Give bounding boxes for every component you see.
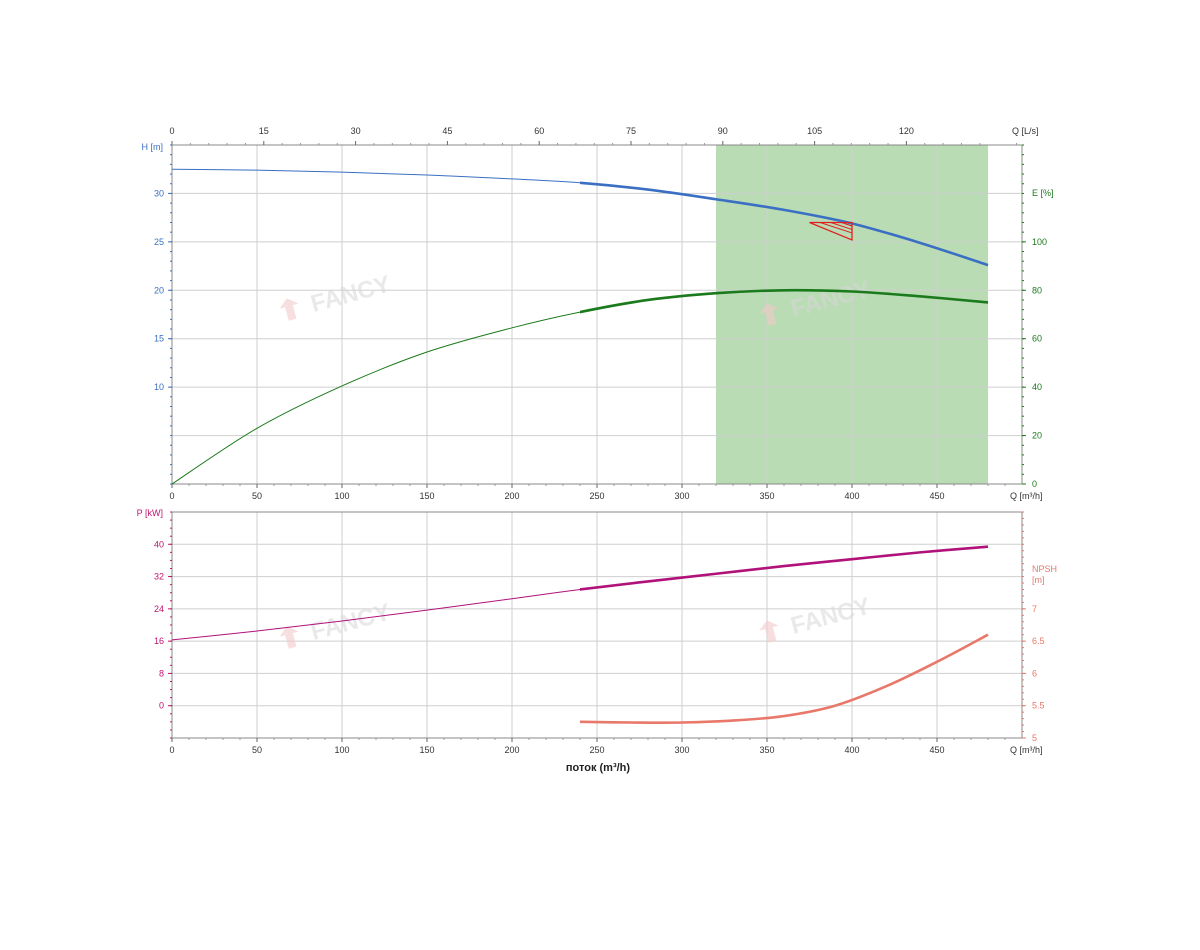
bottom-panel-x-tick-label: 100	[334, 745, 349, 755]
bottom-panel-x-tick-label: 350	[759, 745, 774, 755]
top-panel-x-bottom-title: Q [m³/h]	[1010, 491, 1043, 501]
watermark-flame-icon	[279, 626, 299, 649]
bottom-panel-x-tick-label: 400	[844, 745, 859, 755]
top-panel-x-tick-label: 250	[589, 491, 604, 501]
top-panel-y-right-tick-label: 80	[1032, 285, 1042, 295]
bottom-panel-y-left-tick-label: 8	[159, 668, 164, 678]
top-panel-y-left-tick-label: 15	[154, 334, 164, 344]
x-axis-title: поток (m³/h)	[566, 762, 630, 774]
bottom-panel-y-left-tick-label: 32	[154, 572, 164, 582]
watermark-text: FANCY	[788, 593, 874, 640]
bottom-panel-y-left-tick-label: 0	[159, 701, 164, 711]
top-panel-x-tick-label: 450	[929, 491, 944, 501]
bottom-panel-x-tick-label: 50	[252, 745, 262, 755]
bottom-panel-series-1-line	[580, 633, 989, 724]
series-layer	[171, 168, 989, 724]
bottom-panel-y-right-title-line2: [m]	[1032, 575, 1045, 585]
top-panel-series-1-line	[580, 288, 989, 314]
bottom-panel-y-left-title: P [kW]	[137, 508, 163, 518]
top-panel-x-tick-label: 0	[169, 491, 174, 501]
top-panel-series-0-line	[580, 181, 989, 267]
bottom-panel-y-left-tick-label: 24	[154, 604, 164, 614]
grid-layer	[172, 145, 1022, 738]
bottom-panel-series-0-line-thin	[171, 588, 580, 641]
bottom-panel-x-tick-label: 0	[169, 745, 174, 755]
watermark-flame-icon	[759, 303, 779, 326]
top-panel-series-1-line-thin	[171, 311, 580, 485]
operating-point-hatch	[819, 222, 853, 234]
top-panel-x-tick-label: 300	[674, 491, 689, 501]
top-panel-x-top-tick-label: 105	[807, 126, 822, 136]
top-panel-x-top-tick-label: 60	[534, 126, 544, 136]
top-panel-y-right-tick-label: 20	[1032, 431, 1042, 441]
top-panel-x-tick-label: 100	[334, 491, 349, 501]
top-panel-y-right-tick-label: 100	[1032, 237, 1047, 247]
top-panel-x-top-tick-label: 15	[259, 126, 269, 136]
bottom-panel-x-tick-label: 250	[589, 745, 604, 755]
top-panel-x-tick-label: 150	[419, 491, 434, 501]
top-panel-x-top-tick-label: 45	[442, 126, 452, 136]
bottom-panel-y-right-tick-label: 5.5	[1032, 701, 1045, 711]
bottom-panel-y-right-tick-label: 5	[1032, 733, 1037, 743]
bottom-panel-x-tick-label: 200	[504, 745, 519, 755]
operating-point-hatch	[830, 222, 853, 230]
top-panel-y-right-title: E [%]	[1032, 188, 1054, 198]
labels-layer: H [m] E [%] Q [L/s] Q [m³/h] P [kW] NPSH…	[137, 126, 1057, 774]
top-panel-x-top-tick-label: 0	[169, 126, 174, 136]
watermark-flame-icon	[279, 298, 299, 321]
top-panel-x-top-title: Q [L/s]	[1012, 126, 1039, 136]
bottom-panel-series-0-line	[580, 545, 989, 591]
top-panel-x-tick-label: 200	[504, 491, 519, 501]
top-panel-series-0-line-thin	[171, 168, 580, 184]
bottom-panel-y-right-title-line1: NPSH	[1032, 564, 1057, 574]
watermark-text: FANCY	[308, 599, 394, 646]
watermark-logo: FANCY	[759, 593, 874, 643]
bottom-panel-series-1-line-thin	[579, 721, 580, 723]
top-panel-y-left-title: H [m]	[142, 142, 164, 152]
top-panel-x-tick-label: 400	[844, 491, 859, 501]
bottom-panel-y-left-tick-label: 16	[154, 636, 164, 646]
top-panel-y-left-tick-label: 25	[154, 237, 164, 247]
top-panel-y-left-tick-label: 20	[154, 285, 164, 295]
top-panel-x-top-tick-label: 90	[718, 126, 728, 136]
bottom-panel-x-tick-label: 450	[929, 745, 944, 755]
top-panel-y-right-tick-label: 40	[1032, 382, 1042, 392]
bottom-panel-x-bottom-title: Q [m³/h]	[1010, 745, 1043, 755]
bottom-panel-y-left-tick-label: 40	[154, 539, 164, 549]
top-panel-y-left-tick-label: 30	[154, 188, 164, 198]
top-panel-x-top-tick-label: 30	[351, 126, 361, 136]
bottom-panel-y-right-tick-label: 7	[1032, 604, 1037, 614]
bottom-panel-y-right-tick-label: 6	[1032, 668, 1037, 678]
watermark-logo: FANCY	[279, 271, 394, 321]
bottom-panel-y-right-tick-label: 6.5	[1032, 636, 1045, 646]
watermark-text: FANCY	[308, 271, 394, 318]
bottom-panel-x-tick-label: 150	[419, 745, 434, 755]
top-panel-x-top-tick-label: 75	[626, 126, 636, 136]
top-panel-y-right-tick-label: 0	[1032, 479, 1037, 489]
top-panel-y-left-tick-label: 10	[154, 382, 164, 392]
top-panel-y-right-tick-label: 60	[1032, 334, 1042, 344]
bottom-panel-x-tick-label: 300	[674, 745, 689, 755]
operating-point-hatch	[841, 222, 853, 227]
watermark-flame-icon	[759, 620, 779, 643]
top-panel-x-tick-label: 350	[759, 491, 774, 501]
top-panel-x-top-tick-label: 120	[899, 126, 914, 136]
top-panel-x-tick-label: 50	[252, 491, 262, 501]
